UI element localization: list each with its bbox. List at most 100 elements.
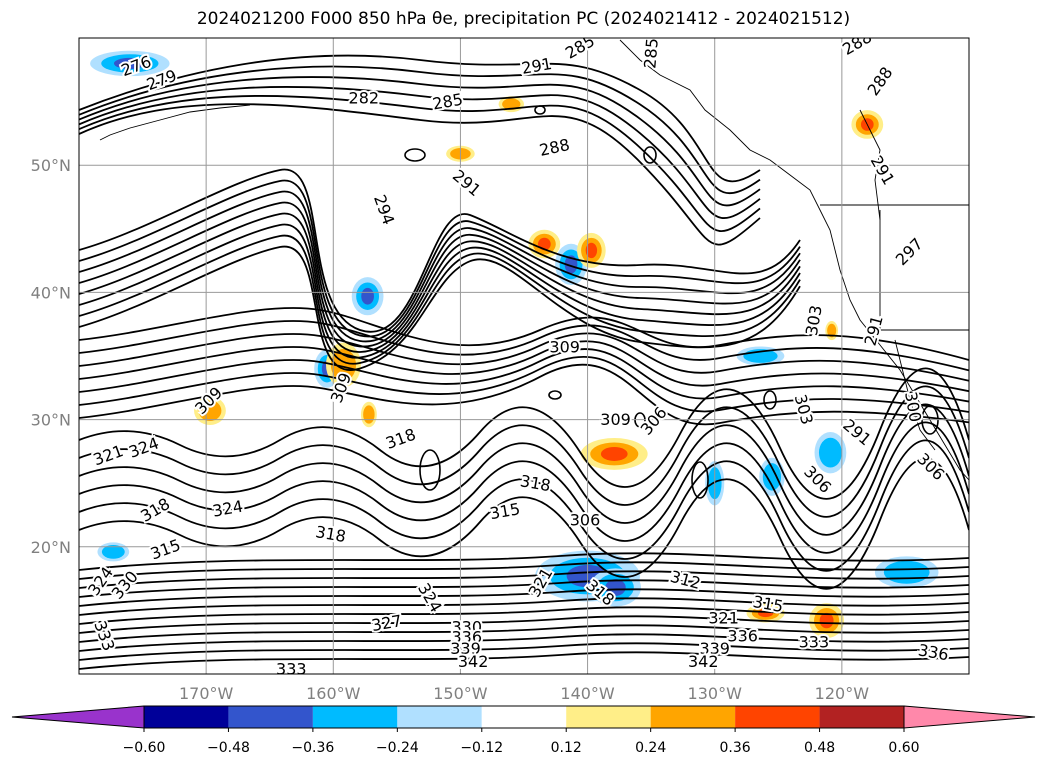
theta-e-contour [79,234,801,365]
lon-tick-label: 140°W [560,684,615,703]
theta-e-contour [79,561,969,580]
contour-value-label: 336 [452,628,483,647]
colorbar-bin [397,706,482,728]
theta-e-contour [79,633,969,652]
colorbar: −0.60 −0.48 −0.36 −0.24 −0.12 0.12 0.24 0.36 0.4… [11,705,1036,756]
contour-value-label: 294 [370,192,398,227]
colorbar-tick-label: −0.12 [460,740,503,756]
theta-e-closed-contour [548,390,562,400]
theta-e-contour [79,606,969,625]
contour-value-label: 324 [414,580,446,616]
theta-e-closed-contour [691,461,709,499]
lon-tick-label: 150°W [433,684,488,703]
coastline [859,109,881,221]
colorbar-tick-label: 0.12 [551,740,582,756]
contour-value-label: 333 [799,633,830,652]
theta-e-contour [79,348,969,403]
theta-e-contour [79,651,969,670]
precip-blob-core [506,100,517,108]
contour-value-label: 288 [839,27,875,59]
theta-e-contour [79,355,969,413]
coastlines [99,39,969,481]
theta-e-contour [79,624,969,643]
theta-e-contour [79,340,969,393]
lat-tick-label: 40°N [31,283,71,302]
colorbar-extend-high [903,705,1036,729]
precip-blob-core [766,468,778,486]
theta-e-contour [79,332,969,382]
theta-e-contour [79,367,969,500]
contour-value-label: 288 [538,135,572,160]
contour-value-label: 297 [892,234,927,269]
theta-e-contour [79,65,761,194]
colorbar-bin [819,706,904,728]
contour-value-label: 285 [562,31,598,63]
theta-e-closed-contour [763,390,777,410]
colorbar-tick-label: −0.48 [207,740,250,756]
theta-e-contour [79,363,969,426]
precip-blob-core [361,287,374,305]
colorbar-bin [228,706,313,728]
theta-e-contour [79,385,969,518]
lon-tick-label: 130°W [688,684,743,703]
contour-value-label: 324 [211,497,244,521]
theta-e-contour [79,642,969,661]
contour-value-label: 309 [549,338,580,357]
contour-value-label: 324 [126,433,161,461]
precip-blob-core [564,255,578,274]
precipitation-shading [90,50,939,639]
contour-value-label: 291 [449,166,485,200]
contour-value-label: 285 [431,90,464,114]
colorbar-extend-low [11,705,145,729]
theta-e-contour [79,403,969,536]
precip-blob-core [893,565,920,580]
contour-value-label: 282 [349,88,380,107]
colorbar-bin [566,706,651,728]
map-frame [78,37,970,675]
contour-value-label: 333 [276,659,307,678]
contour-value-label: 306 [637,403,671,439]
precip-blob-core [819,612,834,629]
lon-tick-label: 120°W [815,684,870,703]
colorbar-bin [312,706,398,728]
theta-e-contour [79,201,801,348]
contour-value-label: 291 [861,313,887,347]
theta-e-closed-contour [643,146,657,164]
theta-e-contour [79,307,969,361]
contour-value-label: 318 [383,425,418,453]
theta-e-contour [79,212,801,353]
precip-blob-core [113,57,146,70]
theta-e-closed-contour [419,449,441,491]
lat-tick-label: 50°N [31,156,71,175]
theta-e-contour [79,457,969,590]
contour-value-label: 342 [458,652,489,671]
colorbar-tick-label: −0.60 [123,740,166,756]
contour-value-label: 315 [488,499,521,523]
colorbar-frame [143,705,905,729]
theta-e-contour [79,579,969,598]
contour-value-label: 315 [148,535,183,563]
theta-e-contour [79,95,761,233]
colorbar-bin [481,706,567,728]
colorbar-tick-label: 0.24 [635,740,666,756]
theta-e-contour [79,245,801,371]
theta-e-contour [79,439,969,572]
contour-value-label: 318 [314,522,347,546]
theta-e-contour [79,597,969,616]
theta-e-contour [79,103,761,246]
lat-tick-label: 30°N [31,411,71,430]
coastline [619,39,969,481]
theta-e-contour [79,223,801,359]
theta-e-contour [79,190,801,343]
precip-blob-core [203,404,217,417]
precip-blob-core [600,446,628,461]
colorbar-tick-label: 0.60 [888,740,919,756]
contour-value-label: 306 [913,449,948,484]
contour-value-label: 321 [91,441,126,469]
colorbar-bin [144,706,229,728]
chart-title: 2024021200 F000 850 hPa θe, precipitatio… [196,9,851,29]
contour-value-label: 336 [917,640,950,664]
contour-value-label: 330 [452,617,483,636]
